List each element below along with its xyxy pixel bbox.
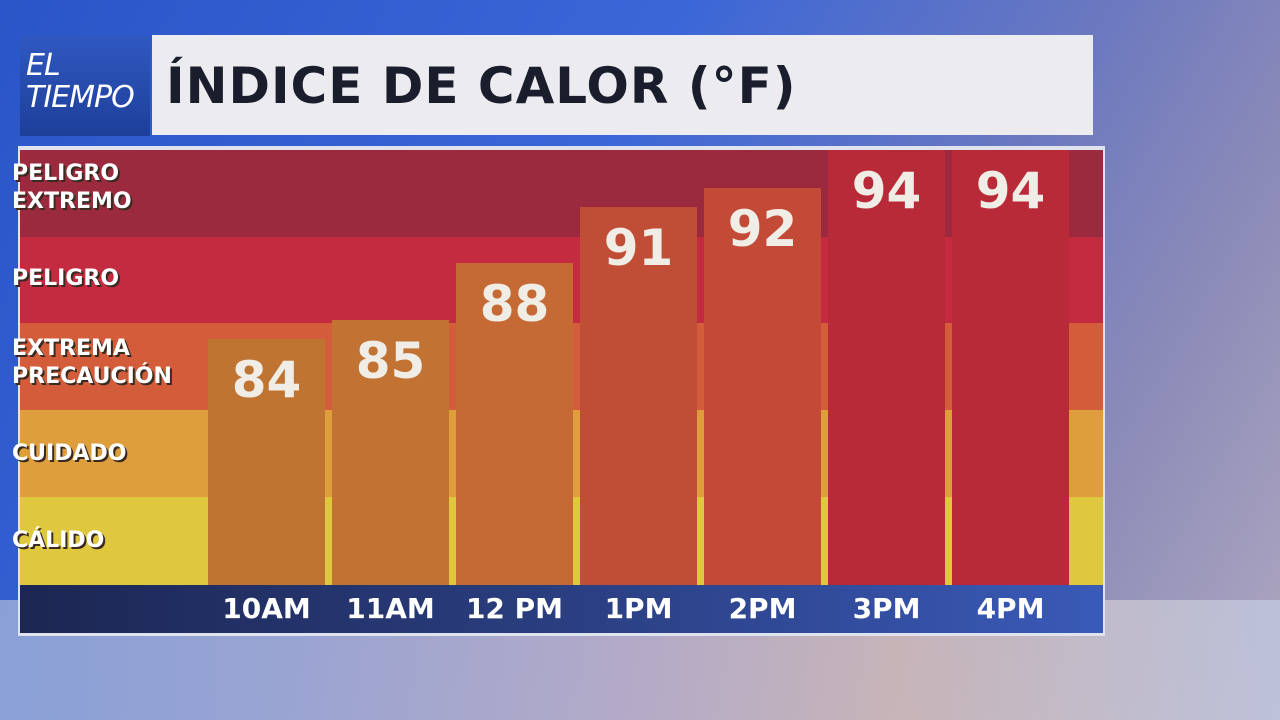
x-tick-label: 1PM (604, 592, 673, 625)
bar (456, 263, 573, 585)
x-tick-label: 4PM (976, 592, 1045, 625)
logo-line1: EL (26, 48, 61, 83)
chart-title: ÍNDICE DE CALOR (°F) (166, 57, 797, 115)
x-tick-label: 3PM (852, 592, 921, 625)
band-label: CÁLIDO (12, 528, 105, 553)
bar (704, 187, 821, 585)
bar (208, 339, 325, 585)
bar (952, 150, 1069, 585)
data-label: 92 (727, 199, 798, 258)
title-bar: ÍNDICE DE CALOR (°F) (152, 35, 1093, 135)
band-label: PELIGRO (12, 266, 120, 291)
data-label: 91 (603, 218, 674, 277)
band-label: PELIGRO EXTREMO (12, 161, 132, 214)
band-label: CUIDADO (12, 441, 127, 466)
data-label: 84 (231, 351, 302, 410)
x-tick-label: 11AM (346, 592, 435, 625)
logo-line2: TIEMPO (26, 80, 135, 115)
data-label: 94 (975, 162, 1046, 220)
x-tick-label: 12 PM (465, 592, 564, 625)
bar (828, 150, 945, 585)
band-label: EXTREMA PRECAUCIÓN (12, 336, 172, 389)
el-tiempo-logo: EL TIEMPO (20, 36, 150, 136)
data-label: 85 (355, 332, 426, 391)
bar (332, 320, 449, 585)
data-label: 94 (851, 162, 922, 220)
data-label: 88 (479, 275, 550, 334)
bar (580, 206, 697, 585)
x-tick-label: 2PM (728, 592, 797, 625)
x-axis (20, 585, 1103, 633)
x-tick-label: 10AM (222, 592, 311, 625)
